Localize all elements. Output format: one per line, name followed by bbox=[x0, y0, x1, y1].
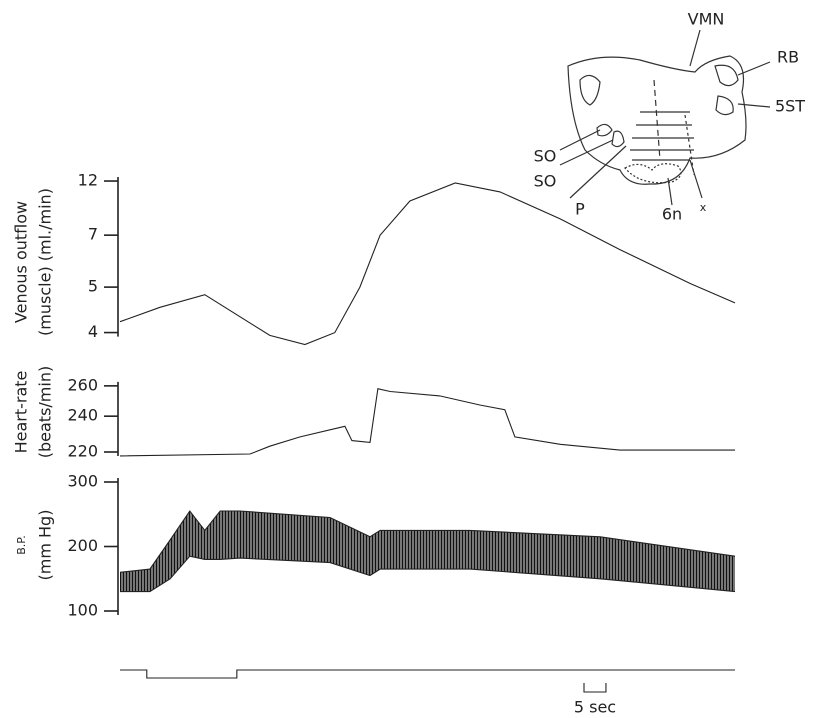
y-axis-label: (mm Hg) bbox=[36, 510, 55, 581]
y-tick-label: 220 bbox=[67, 442, 98, 461]
y-tick-label: 100 bbox=[67, 601, 98, 620]
scale-bar bbox=[583, 683, 607, 693]
y-tick-label: 240 bbox=[67, 406, 98, 425]
pressure-trace bbox=[120, 555, 736, 593]
y-tick-label: 300 bbox=[67, 472, 98, 491]
y-tick-label: 12 bbox=[78, 171, 98, 190]
y-axis-label: B.P. bbox=[15, 535, 28, 554]
stimulus-marker bbox=[120, 669, 735, 679]
y-axis-label: (muscle) (ml./min) bbox=[36, 188, 55, 336]
y-axis-label: Venous outflow bbox=[12, 201, 31, 323]
diagram-label: VMN bbox=[688, 10, 725, 29]
diagram-label: x bbox=[700, 201, 707, 214]
y-tick-label: 5 bbox=[88, 277, 98, 296]
diagram-label: SO bbox=[534, 147, 557, 166]
diagram-label: P bbox=[575, 200, 585, 219]
pressure-band bbox=[120, 511, 735, 592]
trace bbox=[119, 388, 735, 457]
y-tick-label: 4 bbox=[88, 322, 98, 341]
pressure-trace bbox=[119, 510, 736, 573]
y-axis-label: (beats/min) bbox=[36, 366, 55, 458]
brain-section bbox=[559, 29, 771, 206]
y-tick-label: 200 bbox=[67, 536, 98, 555]
diagram-label: 5ST bbox=[775, 97, 805, 116]
y-tick-label: 7 bbox=[88, 225, 98, 244]
scale-bar-label: 5 sec bbox=[574, 698, 616, 717]
diagram-label: SO bbox=[534, 172, 557, 191]
trace bbox=[119, 182, 736, 346]
y-axis-label: Heart-rate bbox=[12, 371, 31, 454]
y-tick-label: 260 bbox=[67, 375, 98, 394]
diagram-label: 6n bbox=[662, 205, 682, 224]
diagram-label: RB bbox=[777, 48, 799, 67]
